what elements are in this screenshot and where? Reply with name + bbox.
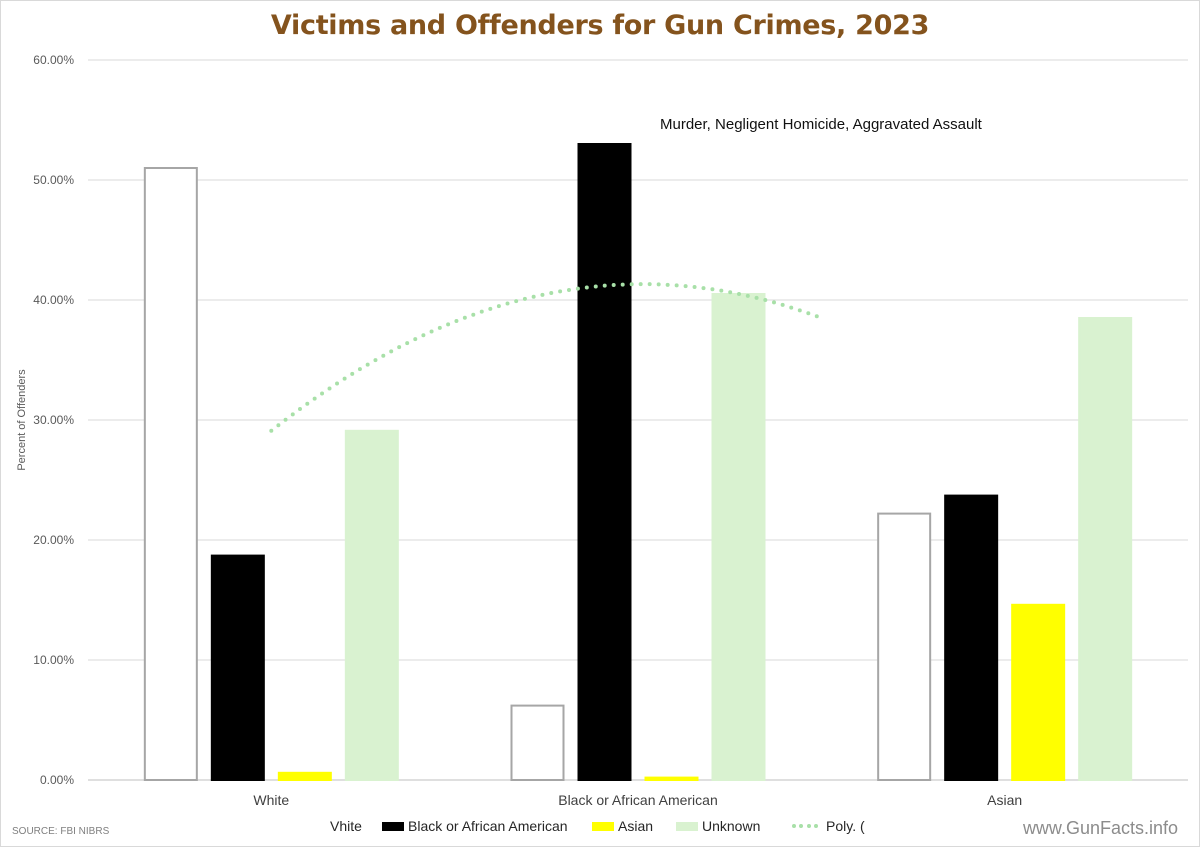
y-tick-label: 30.00% bbox=[33, 413, 74, 427]
bar bbox=[644, 776, 699, 781]
bar bbox=[1011, 603, 1066, 781]
legend-label: Vhite bbox=[330, 818, 362, 834]
legend-label: Asian bbox=[618, 818, 654, 834]
legend-swatch bbox=[676, 821, 698, 831]
bar bbox=[1078, 317, 1133, 781]
chart-subtitle: Murder, Negligent Homicide, Aggravated A… bbox=[660, 116, 982, 133]
legend-item: Asian bbox=[592, 818, 653, 834]
x-tick-label: Black or African American bbox=[558, 792, 718, 808]
y-tick-label: 0.00% bbox=[40, 773, 74, 787]
chart-legend: Vhite Black or African American Asian Unkno… bbox=[0, 818, 1200, 838]
legend-item-trendline: Poly. ( bbox=[792, 818, 865, 834]
legend-label: Unknown bbox=[702, 818, 761, 834]
chart-title: Victims and Offenders for Gun Crimes, 20… bbox=[270, 10, 930, 41]
legend-swatch bbox=[382, 821, 404, 831]
legend-label: Black or African American bbox=[408, 818, 568, 834]
source-note: SOURCE: FBI NIBRS bbox=[12, 826, 110, 837]
y-tick-label: 10.00% bbox=[33, 653, 74, 667]
legend-item: Unknown bbox=[676, 818, 760, 834]
bar bbox=[277, 771, 332, 781]
x-tick-label: Asian bbox=[987, 792, 1022, 808]
bar bbox=[877, 512, 932, 781]
watermark: www.GunFacts.info bbox=[1022, 818, 1178, 838]
bar bbox=[510, 704, 565, 781]
legend-swatch bbox=[792, 824, 818, 828]
legend-item: Vhite bbox=[330, 818, 362, 834]
trendline bbox=[269, 282, 824, 433]
legend-swatch bbox=[592, 821, 614, 831]
y-tick-label: 60.00% bbox=[33, 53, 74, 67]
bar bbox=[344, 429, 399, 781]
x-tick-label: White bbox=[253, 792, 289, 808]
bar bbox=[210, 554, 265, 781]
bar bbox=[577, 143, 632, 781]
bar bbox=[944, 494, 999, 781]
bar bbox=[711, 293, 766, 781]
legend-item: Black or African American bbox=[382, 818, 568, 834]
y-tick-label: 50.00% bbox=[33, 173, 74, 187]
legend-label: Poly. ( bbox=[826, 818, 865, 834]
y-tick-label: 20.00% bbox=[33, 533, 74, 547]
y-tick-label: 40.00% bbox=[33, 293, 74, 307]
bar bbox=[143, 167, 198, 781]
